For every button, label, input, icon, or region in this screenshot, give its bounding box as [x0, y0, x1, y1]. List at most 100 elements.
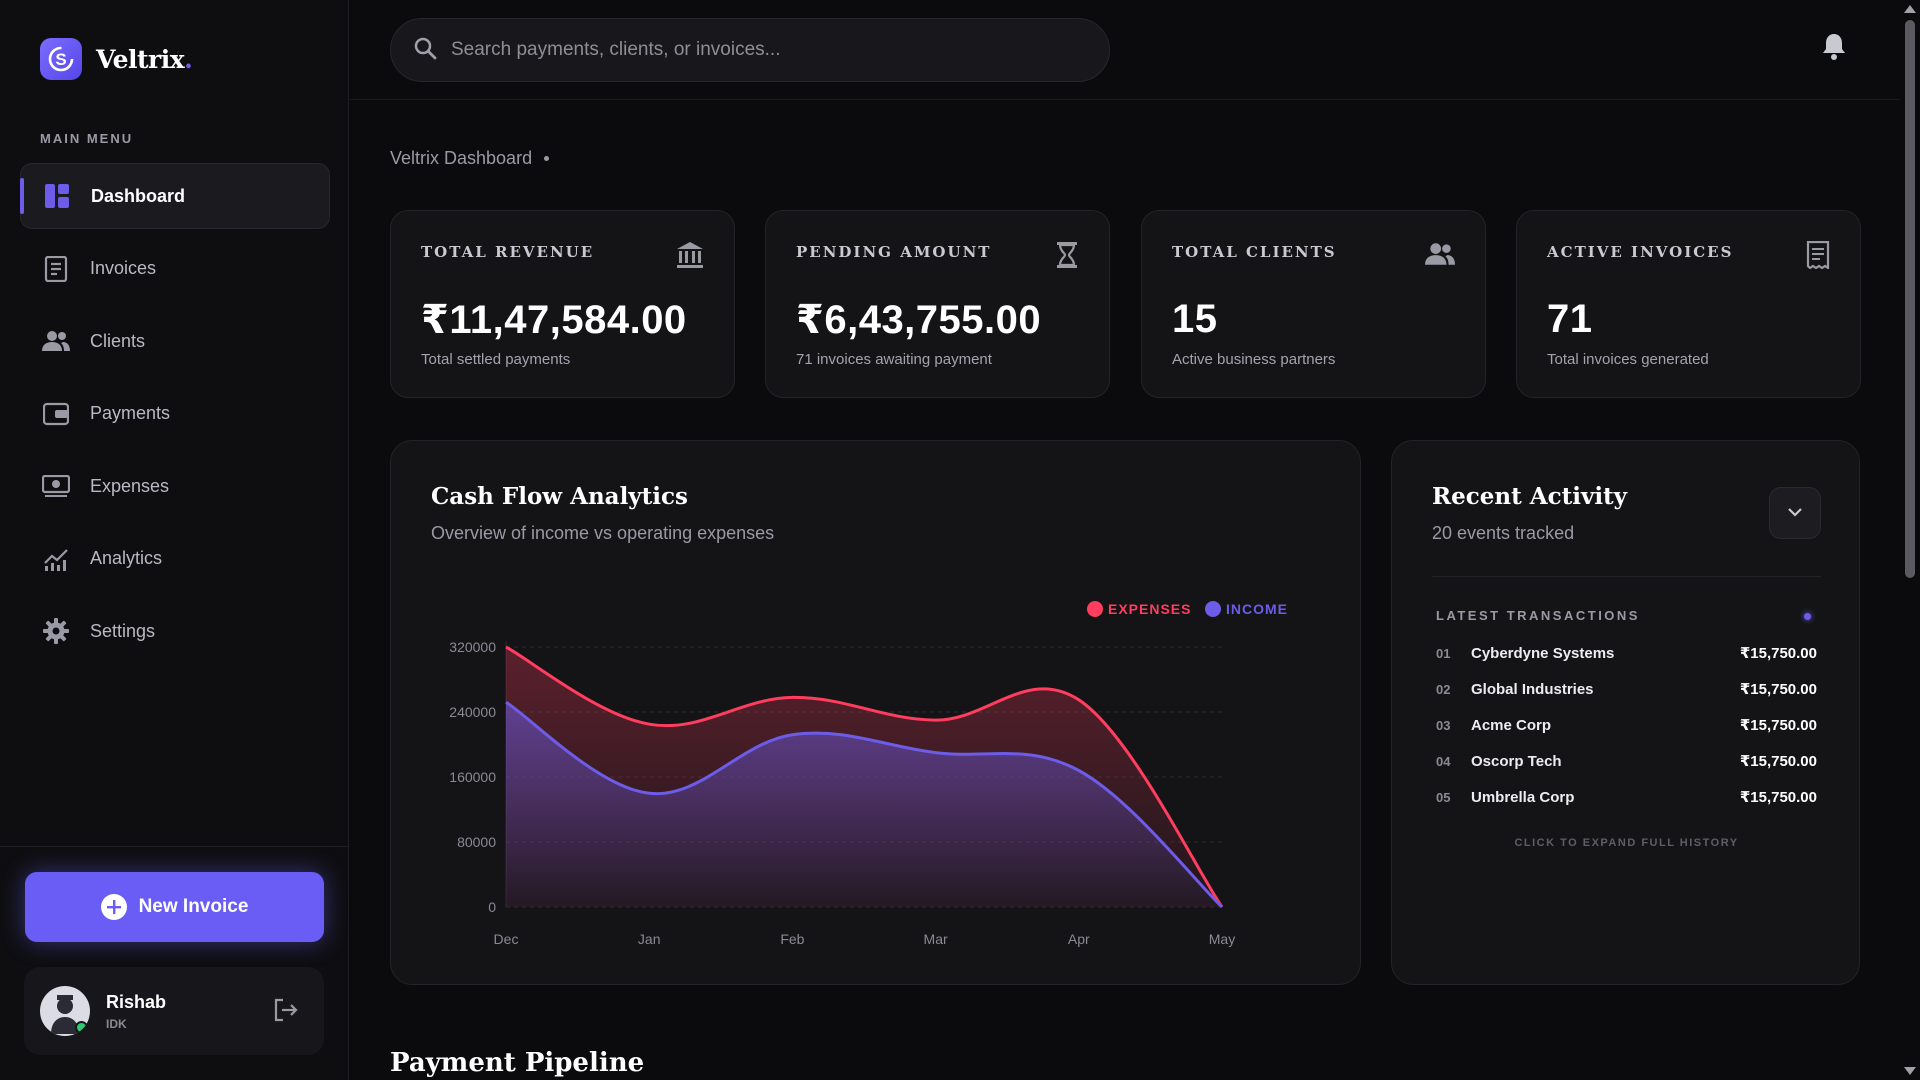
brand-name: Veltrix.	[96, 44, 193, 74]
transaction-client: Umbrella Corp	[1471, 788, 1575, 806]
x-tick-label: Mar	[924, 931, 948, 947]
y-tick-label: 160000	[449, 769, 496, 785]
stat-card-total-revenue[interactable]: TOTAL REVENUE ₹11,47,584.00 Total settle…	[390, 210, 735, 398]
y-tick-label: 80000	[457, 834, 496, 850]
stat-card-total-clients[interactable]: TOTAL CLIENTS 15 Active business partner…	[1141, 210, 1486, 398]
avatar[interactable]	[40, 986, 90, 1036]
transaction-client: Acme Corp	[1471, 716, 1552, 734]
y-tick-label: 240000	[449, 704, 496, 720]
expand-history-link[interactable]: CLICK TO EXPAND FULL HISTORY	[1514, 837, 1739, 849]
gear-icon	[42, 617, 70, 645]
sidebar-item-label: Payments	[90, 403, 171, 423]
sidebar-item-invoices[interactable]: Invoices	[20, 236, 330, 302]
stat-title: TOTAL REVENUE	[421, 243, 595, 261]
transaction-row[interactable]: 05 Umbrella Corp ₹15,750.00	[1436, 779, 1817, 815]
stat-value: ₹6,43,755.00	[796, 298, 1042, 342]
user-name: Rishab	[106, 991, 167, 1012]
transaction-row[interactable]: 03 Acme Corp ₹15,750.00	[1436, 707, 1817, 743]
stat-subtitle: Active business partners	[1172, 351, 1336, 368]
x-tick-label: Feb	[780, 931, 804, 947]
search-icon	[413, 36, 437, 65]
stat-card-active-invoices[interactable]: ACTIVE INVOICES 71 Total invoices genera…	[1516, 210, 1861, 398]
stat-title: PENDING AMOUNT	[796, 243, 992, 261]
sidebar-item-label: Dashboard	[91, 185, 186, 206]
new-invoice-button[interactable]: New Invoice	[25, 872, 324, 942]
stat-title: TOTAL CLIENTS	[1172, 243, 1337, 261]
transaction-row[interactable]: 02 Global Industries ₹15,750.00	[1436, 671, 1817, 707]
activity-title: Recent Activity	[1432, 483, 1628, 510]
live-indicator	[1804, 613, 1811, 620]
brand-logo-icon: S	[40, 38, 82, 80]
breadcrumb-label: Veltrix Dashboard	[390, 148, 533, 168]
new-invoice-label: New Invoice	[138, 896, 249, 917]
latest-transactions-title: LATEST TRANSACTIONS	[1436, 608, 1640, 623]
transaction-amount: ₹15,750.00	[1739, 645, 1817, 662]
x-tick-label: Jan	[638, 931, 661, 947]
sidebar-item-clients[interactable]: Clients	[20, 308, 330, 374]
sidebar-item-settings[interactable]: Settings	[20, 598, 330, 664]
transaction-list: 01 Cyberdyne Systems ₹15,750.00 02 Globa…	[1436, 635, 1817, 815]
cashflow-chart: 320000 240000 160000 80000 0 Dec Jan Feb Mar Apr M…	[449, 601, 1288, 947]
main-nav: Dashboard Invoices Clients Payments Expe…	[20, 163, 330, 671]
chevron-down-icon	[1787, 504, 1803, 522]
breadcrumb-dot	[544, 156, 550, 161]
sidebar-item-analytics[interactable]: Analytics	[20, 526, 330, 592]
brand[interactable]: S Veltrix.	[40, 38, 193, 80]
stat-value: 71	[1547, 297, 1593, 341]
x-tick-label: Apr	[1068, 931, 1090, 947]
cashflow-subtitle: Overview of income vs operating expenses	[431, 523, 775, 543]
transaction-number: 01	[1436, 645, 1451, 661]
search-bar[interactable]	[390, 18, 1110, 82]
sidebar-item-dashboard[interactable]: Dashboard	[20, 163, 330, 229]
bank-icon	[676, 241, 704, 274]
income-legend-label: INCOME	[1226, 601, 1288, 617]
stat-card-pending-amount[interactable]: PENDING AMOUNT ₹6,43,755.00 71 invoices …	[765, 210, 1110, 398]
income-line	[505, 700, 1224, 909]
transaction-number: 04	[1436, 753, 1451, 769]
stat-subtitle: Total settled payments	[421, 351, 571, 368]
sidebar-divider	[0, 846, 349, 847]
page-scrollbar[interactable]	[1900, 0, 1920, 1080]
sidebar-item-expenses[interactable]: Expenses	[20, 453, 330, 519]
wallet-icon	[42, 400, 70, 428]
user-info: Rishab IDK	[106, 992, 166, 1031]
transaction-amount: ₹15,750.00	[1739, 789, 1817, 806]
income-area	[506, 702, 1222, 907]
transaction-client: Global Industries	[1471, 680, 1594, 698]
transaction-number: 05	[1436, 789, 1451, 805]
scroll-up-arrow-icon[interactable]	[1904, 5, 1916, 13]
transaction-number: 03	[1436, 717, 1451, 733]
expenses-legend-dot	[1087, 601, 1103, 617]
expand-toggle-button[interactable]	[1769, 487, 1821, 539]
cashflow-panel: Cash Flow Analytics Overview of income v…	[390, 440, 1361, 985]
sidebar-item-label: Settings	[90, 620, 156, 641]
expenses-line	[505, 645, 1224, 908]
cashflow-title: Cash Flow Analytics	[431, 483, 688, 510]
scroll-thumb[interactable]	[1905, 20, 1915, 578]
y-tick-label: 0	[488, 899, 496, 915]
sidebar-item-payments[interactable]: Payments	[20, 381, 330, 447]
hourglass-icon	[1055, 241, 1079, 274]
transaction-amount: ₹15,750.00	[1739, 717, 1817, 734]
stat-title: ACTIVE INVOICES	[1547, 243, 1734, 261]
scroll-down-arrow-icon[interactable]	[1904, 1067, 1916, 1075]
users-icon	[42, 327, 70, 355]
transaction-amount: ₹15,750.00	[1739, 681, 1817, 698]
stat-value: 15	[1172, 297, 1218, 341]
transaction-client: Oscorp Tech	[1471, 752, 1562, 770]
x-tick-label: May	[1209, 931, 1235, 947]
transaction-row[interactable]: 04 Oscorp Tech ₹15,750.00	[1436, 743, 1817, 779]
stat-subtitle: 71 invoices awaiting payment	[796, 351, 992, 368]
payment-pipeline-title: Payment Pipeline	[390, 1048, 645, 1078]
search-input[interactable]	[451, 39, 1071, 61]
income-legend-dot	[1205, 601, 1221, 617]
notification-bell-icon[interactable]	[1822, 32, 1846, 65]
breadcrumb: Veltrix Dashboard	[390, 148, 550, 169]
transaction-row[interactable]: 01 Cyberdyne Systems ₹15,750.00	[1436, 635, 1817, 671]
expenses-legend-label: EXPENSES	[1108, 601, 1191, 617]
logout-icon[interactable]	[272, 997, 298, 1028]
invoice-icon	[42, 255, 70, 283]
main-menu-title: MAIN MENU	[40, 131, 134, 146]
transaction-number: 02	[1436, 681, 1451, 697]
sidebar-item-label: Invoices	[90, 258, 157, 278]
